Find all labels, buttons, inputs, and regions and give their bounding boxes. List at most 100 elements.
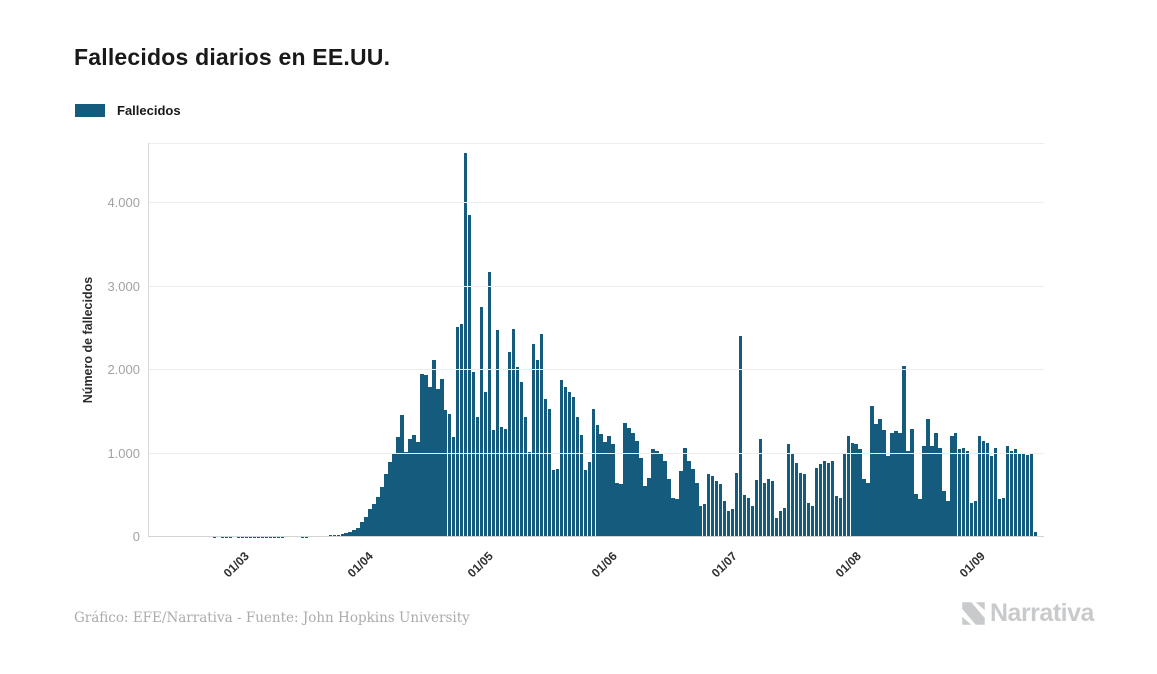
bar-day-176[interactable]	[914, 494, 918, 537]
bar-day-109[interactable]	[647, 477, 651, 537]
bar-day-141[interactable]	[774, 517, 779, 537]
bar-day-63[interactable]	[464, 153, 468, 537]
bar-day-169[interactable]	[886, 456, 890, 537]
bar-day-201[interactable]	[1013, 449, 1018, 537]
bar-day-115[interactable]	[671, 497, 675, 537]
bar-day-135[interactable]	[750, 506, 755, 537]
bar-day-203[interactable]	[1021, 452, 1026, 537]
bar-day-44[interactable]	[388, 461, 392, 537]
bar-day-121[interactable]	[695, 482, 699, 537]
bar-day-114[interactable]	[667, 479, 671, 537]
bar-day-197[interactable]	[997, 499, 1002, 537]
bar-day-136[interactable]	[754, 480, 759, 537]
bar-day-97[interactable]	[599, 433, 603, 537]
bar-day-185[interactable]	[950, 436, 954, 537]
bar-day-32[interactable]	[340, 533, 344, 537]
bar-day-157[interactable]	[838, 497, 842, 537]
bar-day-106[interactable]	[635, 441, 639, 537]
bar-day-198[interactable]	[1001, 497, 1006, 537]
bar-day-35[interactable]	[352, 529, 356, 537]
bar-day-55[interactable]	[432, 360, 436, 537]
bar-day-200[interactable]	[1009, 451, 1014, 537]
bar-day-146[interactable]	[794, 462, 799, 537]
bar-day-143[interactable]	[782, 507, 787, 537]
bar-day-180[interactable]	[930, 446, 934, 537]
bar-day-103[interactable]	[623, 422, 627, 537]
bar-day-87[interactable]	[559, 380, 564, 537]
bar-day-98[interactable]	[603, 441, 607, 537]
bar-day-70[interactable]	[491, 430, 496, 537]
bar-day-34[interactable]	[348, 531, 352, 537]
bar-day-167[interactable]	[878, 419, 882, 537]
bar-day-91[interactable]	[575, 416, 579, 537]
bar-day-174[interactable]	[906, 451, 910, 537]
bar-day-118[interactable]	[683, 447, 687, 537]
bar-day-123[interactable]	[703, 504, 707, 537]
bar-day-104[interactable]	[627, 427, 631, 537]
bar-day-111[interactable]	[655, 451, 659, 537]
bar-day-67[interactable]	[479, 306, 484, 537]
bar-day-177[interactable]	[918, 499, 922, 537]
bar-day-38[interactable]	[364, 516, 368, 537]
bar-day-165[interactable]	[870, 406, 874, 537]
bar-day-82[interactable]	[539, 333, 544, 537]
bar-day-152[interactable]	[818, 464, 823, 537]
bar-day-99[interactable]	[607, 436, 611, 537]
bar-day-36[interactable]	[356, 527, 360, 537]
bar-day-175[interactable]	[910, 429, 914, 537]
bar-day-156[interactable]	[834, 496, 838, 537]
bar-day-137[interactable]	[758, 438, 763, 537]
bar-day-108[interactable]	[643, 486, 647, 537]
bar-day-90[interactable]	[571, 396, 575, 537]
bar-day-179[interactable]	[926, 419, 930, 537]
bar-day-64[interactable]	[468, 215, 472, 537]
bar-day-72[interactable]	[499, 426, 504, 537]
bar-day-151[interactable]	[814, 467, 819, 537]
bar-day-66[interactable]	[475, 416, 480, 537]
bar-day-37[interactable]	[360, 522, 364, 537]
bar-day-125[interactable]	[711, 476, 715, 537]
bar-day-140[interactable]	[770, 481, 775, 537]
bar-day-43[interactable]	[384, 473, 388, 537]
bar-day-171[interactable]	[894, 431, 898, 537]
bar-day-92[interactable]	[579, 435, 583, 537]
bar-day-68[interactable]	[483, 391, 488, 537]
bar-day-107[interactable]	[639, 457, 643, 537]
bar-day-100[interactable]	[611, 444, 615, 537]
bar-day-147[interactable]	[798, 472, 803, 537]
bar-day-73[interactable]	[503, 428, 508, 537]
bar-day-45[interactable]	[392, 453, 396, 537]
bar-day-164[interactable]	[866, 482, 870, 537]
bar-day-161[interactable]	[854, 444, 858, 537]
bar-day-65[interactable]	[471, 371, 476, 537]
bar-day-183[interactable]	[942, 491, 946, 537]
bar-day-148[interactable]	[802, 474, 807, 537]
bar-day-105[interactable]	[631, 432, 635, 537]
bar-day-138[interactable]	[762, 482, 767, 537]
bar-day-184[interactable]	[946, 501, 950, 537]
bar-day-78[interactable]	[523, 416, 528, 537]
bar-day-189[interactable]	[966, 451, 970, 537]
bar-day-80[interactable]	[531, 343, 536, 537]
bar-day-131[interactable]	[734, 472, 739, 537]
bar-day-194[interactable]	[985, 442, 990, 537]
bar-day-85[interactable]	[551, 470, 556, 537]
bar-day-58[interactable]	[444, 410, 448, 537]
bar-day-102[interactable]	[619, 484, 623, 537]
bar-day-110[interactable]	[651, 449, 655, 537]
bar-day-79[interactable]	[527, 451, 532, 537]
bar-day-193[interactable]	[981, 441, 986, 537]
bar-day-75[interactable]	[511, 328, 516, 537]
bar-day-187[interactable]	[958, 449, 962, 537]
bar-day-162[interactable]	[858, 449, 862, 537]
bar-day-81[interactable]	[535, 360, 540, 537]
bar-day-145[interactable]	[790, 452, 795, 537]
bar-day-173[interactable]	[902, 366, 906, 537]
bar-day-88[interactable]	[563, 386, 568, 537]
bar-day-59[interactable]	[448, 413, 452, 537]
bar-day-89[interactable]	[567, 391, 571, 537]
bar-day-195[interactable]	[989, 456, 994, 537]
bar-day-40[interactable]	[372, 503, 376, 537]
bar-day-51[interactable]	[416, 441, 420, 537]
bar-day-52[interactable]	[420, 373, 424, 537]
